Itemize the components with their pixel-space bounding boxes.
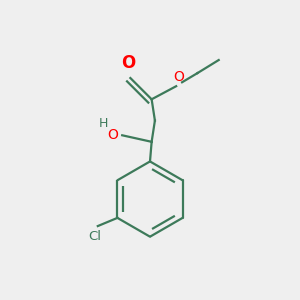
Text: O: O (122, 54, 136, 72)
Text: O: O (107, 128, 118, 142)
Text: O: O (173, 70, 184, 84)
Text: H: H (99, 117, 109, 130)
Text: Cl: Cl (89, 230, 102, 243)
